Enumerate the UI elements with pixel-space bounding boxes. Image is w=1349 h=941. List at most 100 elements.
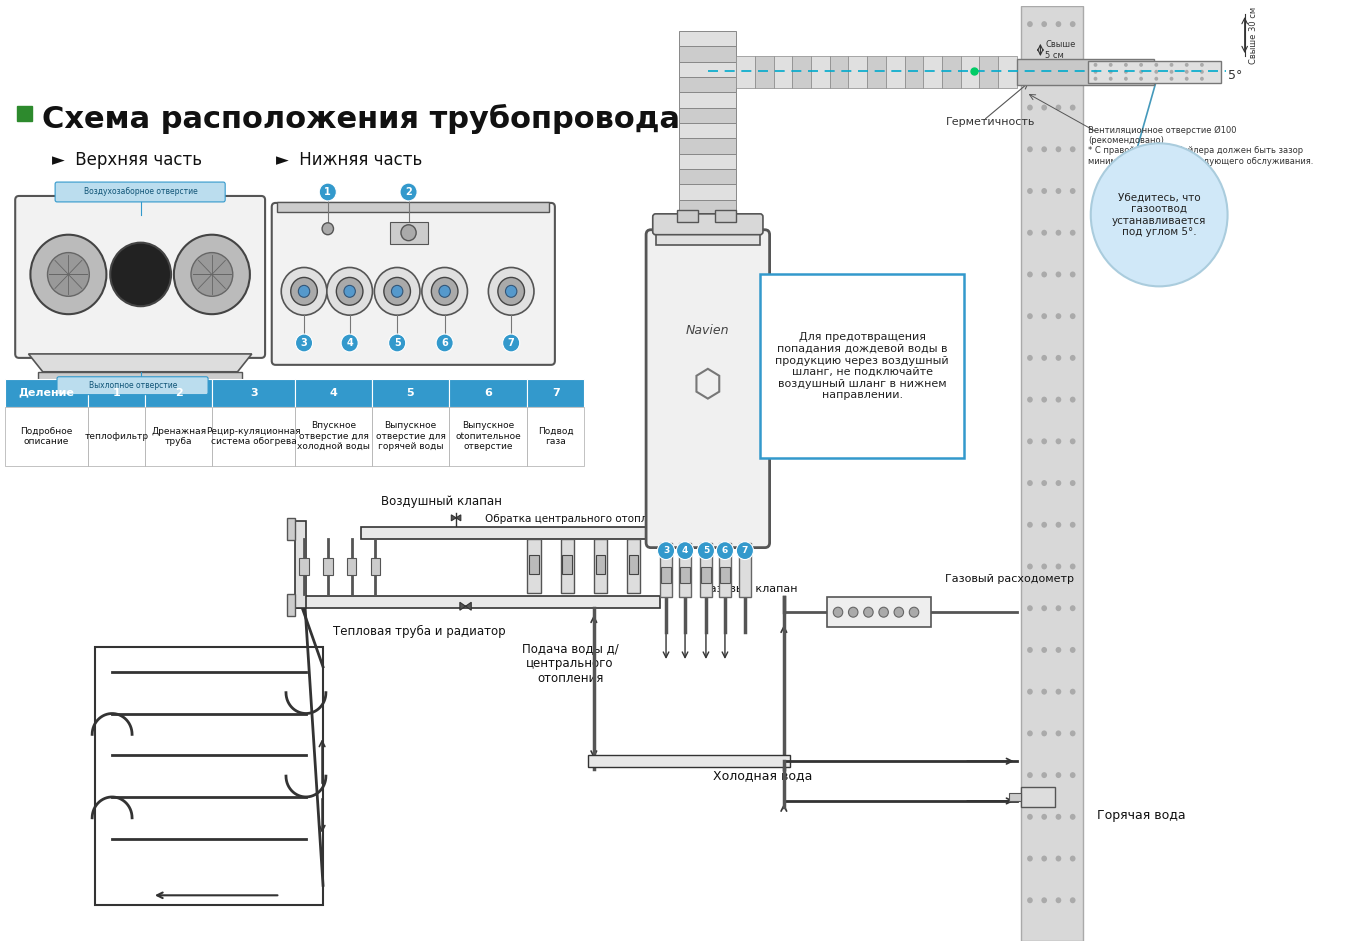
Text: 6: 6 — [722, 546, 728, 555]
Circle shape — [1041, 855, 1047, 862]
Bar — [390, 222, 428, 244]
Bar — [886, 56, 905, 88]
Circle shape — [1201, 77, 1203, 81]
Bar — [347, 558, 356, 576]
Bar — [527, 538, 541, 594]
Circle shape — [1041, 313, 1047, 319]
Circle shape — [436, 334, 453, 352]
Circle shape — [909, 607, 919, 617]
Bar — [1021, 787, 1055, 806]
Text: Обратка центрального отопления: Обратка центрального отопления — [484, 514, 673, 524]
Bar — [371, 407, 449, 466]
Bar — [979, 56, 998, 88]
Circle shape — [341, 334, 359, 352]
Bar — [680, 168, 737, 184]
Circle shape — [1070, 522, 1075, 528]
Bar — [680, 77, 737, 92]
Circle shape — [488, 267, 534, 315]
Circle shape — [1070, 898, 1075, 903]
Bar — [629, 554, 638, 574]
Circle shape — [389, 334, 406, 352]
Bar — [661, 567, 670, 583]
FancyBboxPatch shape — [271, 203, 554, 365]
Circle shape — [1041, 104, 1047, 110]
Circle shape — [1056, 104, 1062, 110]
Circle shape — [1109, 63, 1113, 67]
Bar — [680, 31, 737, 46]
Circle shape — [1041, 730, 1047, 737]
Circle shape — [1041, 480, 1047, 486]
Circle shape — [1139, 77, 1143, 81]
Bar — [755, 56, 774, 88]
Bar — [295, 407, 371, 466]
Bar — [661, 543, 672, 598]
Circle shape — [1041, 773, 1047, 778]
Text: 6: 6 — [441, 338, 448, 348]
Text: 7: 7 — [742, 546, 749, 555]
Circle shape — [192, 252, 233, 296]
Circle shape — [1056, 188, 1062, 194]
Text: 5: 5 — [394, 338, 401, 348]
Circle shape — [1027, 188, 1033, 194]
Circle shape — [1027, 313, 1033, 319]
Text: Выпускное
отверстие для
горячей воды: Выпускное отверстие для горячей воды — [375, 422, 445, 452]
Bar — [299, 558, 309, 576]
Circle shape — [657, 542, 674, 560]
Circle shape — [737, 542, 754, 560]
Bar — [701, 567, 711, 583]
Circle shape — [298, 285, 310, 297]
Circle shape — [438, 285, 451, 297]
Bar — [700, 543, 712, 598]
Bar — [89, 378, 146, 407]
Circle shape — [1070, 855, 1075, 862]
Text: Схема расположения трубопровода: Схема расположения трубопровода — [42, 104, 680, 134]
Circle shape — [1170, 63, 1174, 67]
Circle shape — [1201, 70, 1203, 73]
Circle shape — [1094, 63, 1097, 67]
Text: Подробное
описание: Подробное описание — [20, 426, 73, 446]
Circle shape — [1056, 647, 1062, 653]
Circle shape — [1041, 647, 1047, 653]
Bar — [719, 543, 731, 598]
Bar — [905, 56, 923, 88]
Circle shape — [1056, 855, 1062, 862]
Circle shape — [47, 252, 89, 296]
Text: Navien: Navien — [687, 324, 730, 337]
Bar — [212, 407, 295, 466]
Circle shape — [1056, 814, 1062, 820]
Bar — [960, 56, 979, 88]
Text: Свыше 30 см: Свыше 30 см — [1249, 7, 1259, 64]
Text: Выхлопное отверстие: Выхлопное отверстие — [89, 381, 177, 391]
Circle shape — [1056, 21, 1062, 27]
Bar — [942, 56, 960, 88]
Circle shape — [1056, 230, 1062, 235]
Circle shape — [1041, 814, 1047, 820]
Text: Вентиляционное отверстие Ø100
(рекомендовано)
* С правой стороны бойлера должен : Вентиляционное отверстие Ø100 (рекомендо… — [1087, 125, 1314, 166]
Circle shape — [31, 234, 107, 314]
Circle shape — [1056, 689, 1062, 694]
Circle shape — [697, 542, 715, 560]
Circle shape — [1056, 63, 1062, 69]
Text: Деление: Деление — [19, 388, 74, 398]
Circle shape — [1027, 230, 1033, 235]
Bar — [680, 153, 737, 168]
Circle shape — [1070, 689, 1075, 694]
Text: 7: 7 — [552, 388, 560, 398]
Text: Тепловая труба и радиатор: Тепловая труба и радиатор — [333, 625, 505, 638]
Circle shape — [1094, 77, 1097, 81]
Text: 4: 4 — [329, 388, 337, 398]
Circle shape — [1027, 730, 1033, 737]
Bar — [720, 567, 730, 583]
Bar — [680, 543, 691, 598]
Circle shape — [391, 285, 403, 297]
Circle shape — [1027, 522, 1033, 528]
Circle shape — [1070, 188, 1075, 194]
Circle shape — [1041, 355, 1047, 360]
Circle shape — [1070, 230, 1075, 235]
Circle shape — [1094, 70, 1097, 73]
Circle shape — [1139, 63, 1143, 67]
Text: 4: 4 — [347, 338, 353, 348]
Bar — [680, 92, 737, 107]
Circle shape — [432, 278, 457, 305]
FancyBboxPatch shape — [653, 214, 764, 234]
